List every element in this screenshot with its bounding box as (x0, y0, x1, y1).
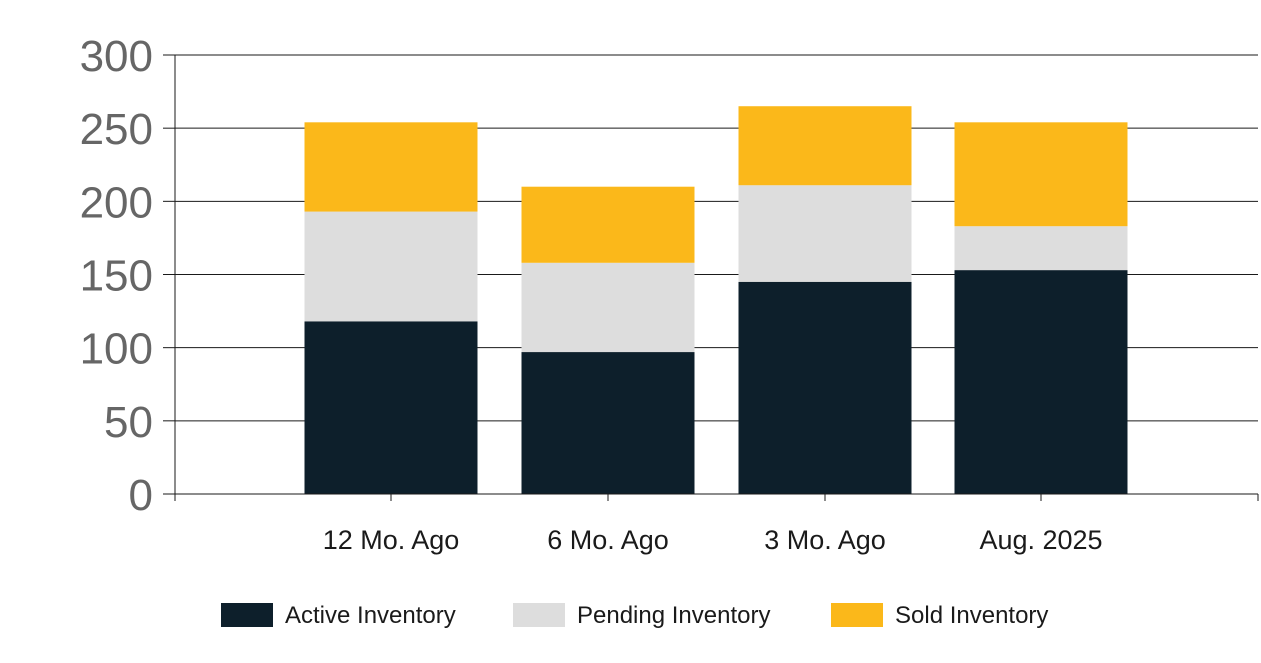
legend-label: Sold Inventory (895, 602, 1048, 629)
bar-segment-sold-inventory (521, 186, 695, 263)
bar-segment-pending-inventory (954, 226, 1128, 271)
legend-item-sold-inventory: Sold Inventory (831, 602, 1048, 629)
y-tick-label: 0 (129, 471, 153, 520)
bar-segment-sold-inventory (304, 122, 478, 212)
bar-segment-pending-inventory (304, 211, 478, 322)
legend-swatch (221, 603, 273, 627)
axes (163, 54, 1259, 501)
x-axis-tick-labels: 12 Mo. Ago 6 Mo. Ago 3 Mo. Ago Aug. 2025 (323, 525, 1103, 555)
bar-segment-active-inventory (304, 321, 478, 494)
bars (304, 106, 1128, 494)
legend-swatch (831, 603, 883, 627)
legend-label: Pending Inventory (577, 602, 770, 629)
x-tick-label: 6 Mo. Ago (547, 525, 669, 555)
y-tick-label: 50 (104, 398, 153, 447)
bar-segment-active-inventory (738, 281, 912, 494)
bar-segment-pending-inventory (738, 185, 912, 282)
y-tick-label: 100 (80, 325, 153, 374)
bar-segment-pending-inventory (521, 262, 695, 353)
legend: Active Inventory Pending Inventory Sold In… (221, 602, 1048, 629)
x-tick-label: 3 Mo. Ago (764, 525, 886, 555)
x-tick-label: 12 Mo. Ago (323, 525, 460, 555)
y-axis-tick-labels: 0 50 100 150 200 250 300 (80, 32, 153, 520)
y-tick-label: 300 (80, 32, 153, 81)
y-tick-label: 250 (80, 105, 153, 154)
legend-item-active-inventory: Active Inventory (221, 602, 456, 629)
y-tick-label: 150 (80, 252, 153, 301)
y-tick-label: 200 (80, 178, 153, 227)
x-tick-label: Aug. 2025 (979, 525, 1102, 555)
legend-swatch (513, 603, 565, 627)
bar-segment-active-inventory (954, 270, 1128, 494)
legend-label: Active Inventory (285, 602, 456, 629)
bar-segment-sold-inventory (954, 122, 1128, 227)
bar-segment-sold-inventory (738, 106, 912, 186)
legend-item-pending-inventory: Pending Inventory (513, 602, 770, 629)
bar-segment-active-inventory (521, 352, 695, 494)
